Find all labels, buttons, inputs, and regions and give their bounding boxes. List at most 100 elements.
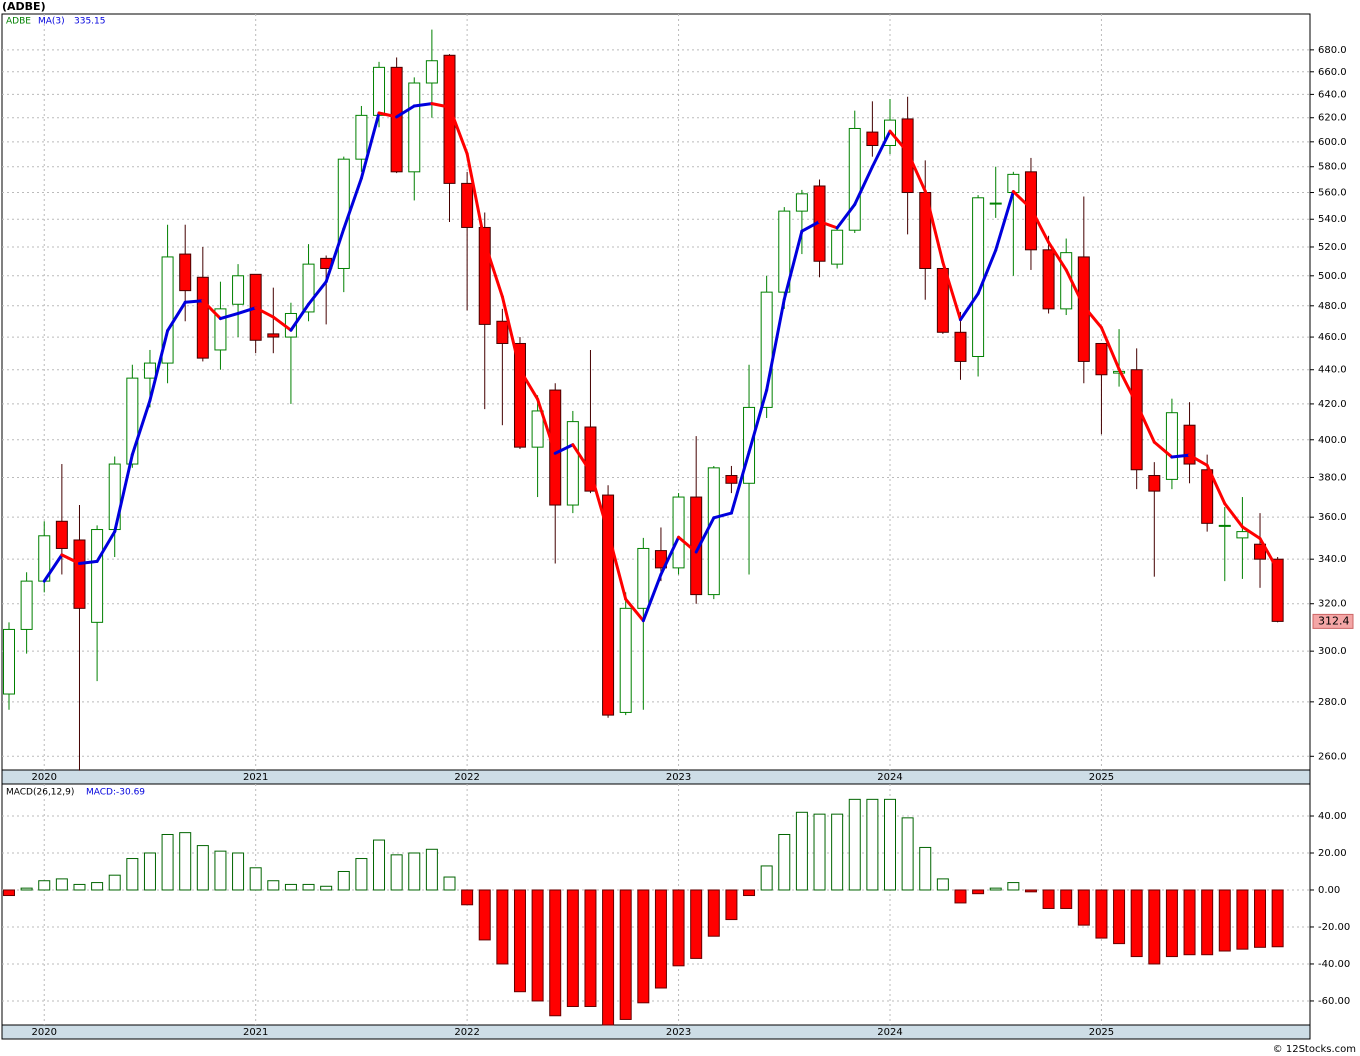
y-tick-label: 340.0 — [1318, 554, 1347, 565]
macd-bar — [619, 889, 632, 1020]
y-tick-label: 620.0 — [1318, 113, 1347, 124]
y-tick-label: 460.0 — [1318, 332, 1347, 343]
candle-body — [161, 256, 174, 364]
macd-bar — [1236, 889, 1249, 950]
candle-body — [707, 467, 720, 596]
ma-segment — [430, 102, 451, 109]
ma-segment — [888, 129, 910, 154]
candle-body — [73, 539, 86, 609]
macd-bar — [20, 887, 33, 891]
ma-segment — [588, 470, 610, 534]
y-tick-label: 400.0 — [1318, 435, 1347, 446]
candle-body — [654, 550, 667, 569]
ma-segment — [448, 105, 469, 156]
ma-segment — [818, 220, 839, 230]
macd-bar — [936, 878, 949, 891]
y-tick-label: 680.0 — [1318, 45, 1347, 56]
macd-bar — [1271, 889, 1284, 948]
candle-body — [1201, 469, 1214, 524]
legend-macd: MACD(26,12,9) — [6, 788, 74, 798]
macd-bar — [1183, 889, 1196, 956]
macd-bar — [73, 883, 86, 891]
candle-body — [1183, 424, 1196, 465]
legend-ma-value: 335.15 — [74, 17, 106, 27]
ma-segment — [712, 511, 733, 520]
macd-bar — [320, 885, 333, 891]
macd-bar — [760, 865, 773, 891]
ma-segment — [906, 150, 927, 193]
macd-bar — [1060, 889, 1073, 909]
macd-bar — [848, 798, 861, 891]
candle-body — [1271, 558, 1284, 622]
macd-bar — [1130, 889, 1143, 958]
candle-body — [267, 333, 280, 338]
candle-body — [637, 547, 650, 609]
ma-segment — [1170, 453, 1192, 459]
y-tick-label: 660.0 — [1318, 67, 1347, 78]
macd-bar — [38, 880, 51, 891]
ma-segment — [412, 102, 434, 108]
candle-body — [901, 118, 914, 194]
y-tick-label: -60.00 — [1318, 996, 1350, 1007]
ma-segment — [1152, 440, 1174, 459]
candle-body — [531, 410, 544, 448]
ma-segment — [166, 300, 187, 333]
ma-segment — [342, 176, 363, 231]
x-tick-label: 2024 — [877, 1027, 902, 1038]
macd-bar — [284, 883, 297, 891]
ma-segment — [677, 535, 698, 554]
candle-body — [126, 377, 139, 465]
macd-bar — [249, 867, 262, 891]
legend-macd-value: MACD:-30.69 — [86, 788, 145, 798]
ma-segment — [870, 129, 892, 169]
ma-segment — [1188, 453, 1209, 467]
candle-body — [602, 494, 615, 716]
candle-body — [179, 253, 192, 292]
macd-bar — [919, 846, 932, 891]
ma-segment — [782, 229, 804, 301]
x-tick-label: 2025 — [1089, 1027, 1114, 1038]
x-tick-label: 2022 — [454, 772, 479, 783]
date-strip — [1, 1024, 1311, 1040]
macd-bar — [126, 858, 139, 891]
y-tick-label: 320.0 — [1318, 599, 1347, 610]
ma-segment — [1117, 367, 1139, 406]
candle-body — [20, 580, 33, 630]
macd-bar — [566, 889, 579, 1008]
candle-body — [725, 475, 738, 484]
ma-segment — [536, 397, 557, 455]
ma-segment — [148, 329, 170, 402]
ma-segment — [694, 516, 716, 554]
x-tick-label: 2023 — [666, 772, 691, 783]
ma-segment — [1029, 206, 1051, 244]
last-price-box — [1312, 613, 1354, 629]
candle-body — [831, 229, 844, 265]
ma-segment — [641, 572, 663, 623]
macd-bar — [337, 870, 350, 891]
macd-bar — [91, 882, 104, 891]
y-tick-label: 20.00 — [1318, 848, 1347, 859]
ma-segment — [60, 553, 81, 566]
y-tick-label: -40.00 — [1318, 959, 1350, 970]
candle-body — [936, 267, 949, 333]
ma-segment — [1205, 463, 1227, 506]
candle-body — [989, 202, 1002, 205]
macd-bar — [302, 883, 315, 891]
candle-body — [1077, 256, 1090, 362]
ma-segment — [95, 530, 117, 563]
ma-segment — [1240, 525, 1262, 541]
y-tick-label: 440.0 — [1318, 365, 1347, 376]
ma-segment — [500, 295, 522, 372]
candle-body — [1007, 173, 1020, 194]
candle-body — [3, 628, 15, 695]
candle-body — [866, 131, 879, 147]
macd-bar — [1254, 889, 1267, 948]
macd-bar — [1042, 889, 1055, 909]
ma-segment — [853, 165, 874, 206]
candle-body — [1042, 249, 1055, 310]
ma-segment — [1135, 402, 1156, 444]
ma-segment — [765, 297, 786, 392]
macd-bar — [584, 889, 597, 1008]
ma-segment — [201, 299, 222, 321]
ma-segment — [659, 535, 681, 576]
